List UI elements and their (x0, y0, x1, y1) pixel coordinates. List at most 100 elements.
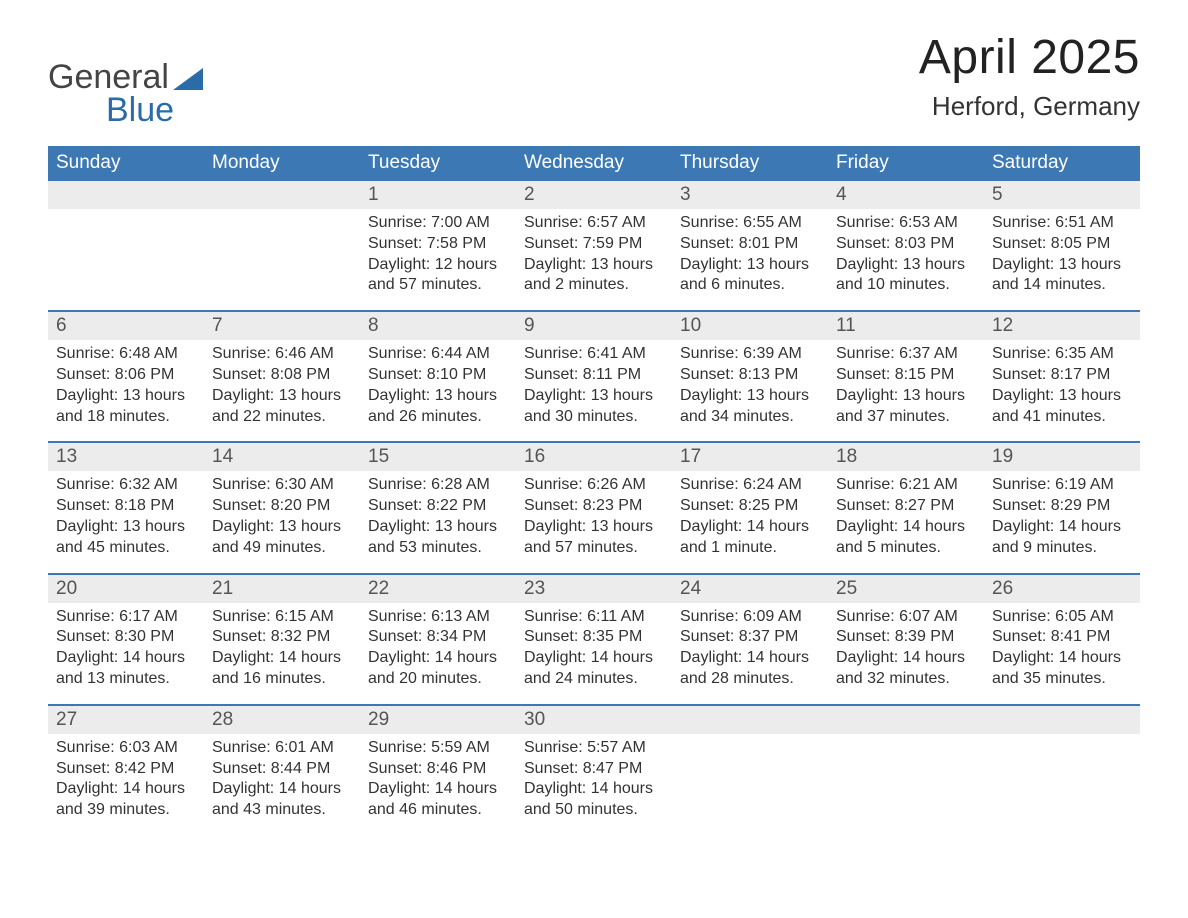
sunrise-text: Sunrise: 6:24 AM (680, 475, 820, 496)
day-cell (828, 734, 984, 835)
dayname-tuesday: Tuesday (360, 146, 516, 181)
daylight-text-2: and 1 minute. (680, 538, 820, 559)
daynum-strip: 6789101112 (48, 312, 1140, 340)
sunrise-text: Sunrise: 6:44 AM (368, 344, 508, 365)
daylight-text-1: Daylight: 12 hours (368, 255, 508, 276)
daylight-text-1: Daylight: 14 hours (56, 779, 196, 800)
daylight-text-1: Daylight: 14 hours (56, 648, 196, 669)
daylight-text-2: and 6 minutes. (680, 275, 820, 296)
day-cell: Sunrise: 6:35 AMSunset: 8:17 PMDaylight:… (984, 340, 1140, 441)
day-cell: Sunrise: 6:32 AMSunset: 8:18 PMDaylight:… (48, 471, 204, 572)
sunrise-text: Sunrise: 6:09 AM (680, 607, 820, 628)
day-cell: Sunrise: 6:55 AMSunset: 8:01 PMDaylight:… (672, 209, 828, 310)
day-number (672, 706, 828, 734)
day-number: 27 (48, 706, 204, 734)
brand-logo: General Blue (48, 58, 203, 130)
daylight-text-2: and 50 minutes. (524, 800, 664, 821)
sunset-text: Sunset: 8:03 PM (836, 234, 976, 255)
day-number: 24 (672, 575, 828, 603)
daylight-text-1: Daylight: 14 hours (680, 648, 820, 669)
day-number: 17 (672, 443, 828, 471)
daylight-text-1: Daylight: 13 hours (992, 386, 1132, 407)
day-number (984, 706, 1140, 734)
sunset-text: Sunset: 8:08 PM (212, 365, 352, 386)
title-block: April 2025 Herford, Germany (919, 30, 1140, 122)
daylight-text-2: and 9 minutes. (992, 538, 1132, 559)
sunset-text: Sunset: 8:46 PM (368, 759, 508, 780)
dayname-sunday: Sunday (48, 146, 204, 181)
day-cell: Sunrise: 5:59 AMSunset: 8:46 PMDaylight:… (360, 734, 516, 835)
daylight-text-1: Daylight: 14 hours (992, 517, 1132, 538)
sunrise-text: Sunrise: 6:15 AM (212, 607, 352, 628)
week: 13141516171819Sunrise: 6:32 AMSunset: 8:… (48, 441, 1140, 572)
day-cell: Sunrise: 6:39 AMSunset: 8:13 PMDaylight:… (672, 340, 828, 441)
sunrise-text: Sunrise: 6:21 AM (836, 475, 976, 496)
day-cell (672, 734, 828, 835)
sunset-text: Sunset: 8:42 PM (56, 759, 196, 780)
dayname-saturday: Saturday (984, 146, 1140, 181)
sunset-text: Sunset: 8:10 PM (368, 365, 508, 386)
day-number: 19 (984, 443, 1140, 471)
sunrise-text: Sunrise: 6:26 AM (524, 475, 664, 496)
sunset-text: Sunset: 8:32 PM (212, 627, 352, 648)
week: 27282930Sunrise: 6:03 AMSunset: 8:42 PMD… (48, 704, 1140, 835)
page: General Blue April 2025 Herford, Germany… (0, 0, 1188, 918)
sunrise-text: Sunrise: 6:05 AM (992, 607, 1132, 628)
day-cell: Sunrise: 6:15 AMSunset: 8:32 PMDaylight:… (204, 603, 360, 704)
sunrise-text: Sunrise: 7:00 AM (368, 213, 508, 234)
day-cell: Sunrise: 6:24 AMSunset: 8:25 PMDaylight:… (672, 471, 828, 572)
day-number (48, 181, 204, 209)
week-body: Sunrise: 7:00 AMSunset: 7:58 PMDaylight:… (48, 209, 1140, 310)
sunset-text: Sunset: 8:47 PM (524, 759, 664, 780)
week: 6789101112Sunrise: 6:48 AMSunset: 8:06 P… (48, 310, 1140, 441)
daylight-text-1: Daylight: 14 hours (368, 648, 508, 669)
day-number: 29 (360, 706, 516, 734)
sunrise-text: Sunrise: 6:46 AM (212, 344, 352, 365)
daynum-strip: 12345 (48, 181, 1140, 209)
day-number: 5 (984, 181, 1140, 209)
sunset-text: Sunset: 8:06 PM (56, 365, 196, 386)
day-number: 15 (360, 443, 516, 471)
day-number: 16 (516, 443, 672, 471)
day-number: 2 (516, 181, 672, 209)
daylight-text-1: Daylight: 13 hours (56, 517, 196, 538)
daylight-text-2: and 16 minutes. (212, 669, 352, 690)
daylight-text-2: and 34 minutes. (680, 407, 820, 428)
sunrise-text: Sunrise: 6:51 AM (992, 213, 1132, 234)
daylight-text-1: Daylight: 13 hours (56, 386, 196, 407)
daylight-text-2: and 5 minutes. (836, 538, 976, 559)
daynum-strip: 27282930 (48, 706, 1140, 734)
day-cell: Sunrise: 6:09 AMSunset: 8:37 PMDaylight:… (672, 603, 828, 704)
daylight-text-1: Daylight: 13 hours (680, 255, 820, 276)
sunset-text: Sunset: 8:39 PM (836, 627, 976, 648)
dayname-thursday: Thursday (672, 146, 828, 181)
brand-triangle-icon (173, 68, 203, 90)
sunset-text: Sunset: 8:37 PM (680, 627, 820, 648)
sunset-text: Sunset: 8:29 PM (992, 496, 1132, 517)
sunrise-text: Sunrise: 5:59 AM (368, 738, 508, 759)
daylight-text-2: and 22 minutes. (212, 407, 352, 428)
sunrise-text: Sunrise: 6:13 AM (368, 607, 508, 628)
sunrise-text: Sunrise: 6:39 AM (680, 344, 820, 365)
day-number: 18 (828, 443, 984, 471)
day-number: 6 (48, 312, 204, 340)
day-number: 7 (204, 312, 360, 340)
sunrise-text: Sunrise: 6:55 AM (680, 213, 820, 234)
sunrise-text: Sunrise: 6:30 AM (212, 475, 352, 496)
sunrise-text: Sunrise: 6:11 AM (524, 607, 664, 628)
daylight-text-1: Daylight: 14 hours (680, 517, 820, 538)
daylight-text-2: and 28 minutes. (680, 669, 820, 690)
day-number: 20 (48, 575, 204, 603)
daylight-text-1: Daylight: 13 hours (368, 517, 508, 538)
sunrise-text: Sunrise: 6:35 AM (992, 344, 1132, 365)
daylight-text-1: Daylight: 14 hours (368, 779, 508, 800)
sunset-text: Sunset: 8:22 PM (368, 496, 508, 517)
sunset-text: Sunset: 8:01 PM (680, 234, 820, 255)
sunset-text: Sunset: 8:41 PM (992, 627, 1132, 648)
daylight-text-1: Daylight: 13 hours (524, 517, 664, 538)
sunset-text: Sunset: 8:17 PM (992, 365, 1132, 386)
dayname-monday: Monday (204, 146, 360, 181)
day-number (828, 706, 984, 734)
sunset-text: Sunset: 8:15 PM (836, 365, 976, 386)
daynum-strip: 13141516171819 (48, 443, 1140, 471)
